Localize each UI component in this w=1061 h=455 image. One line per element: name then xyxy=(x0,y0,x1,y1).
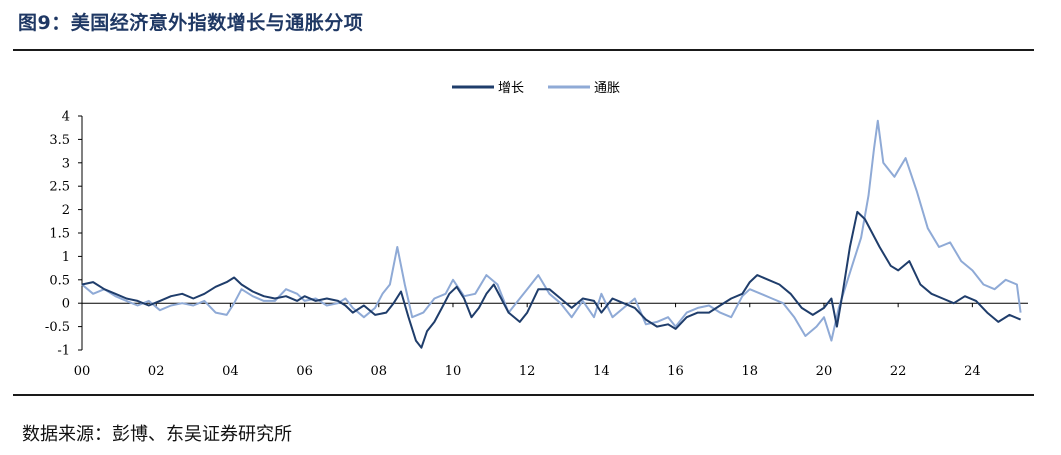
growth-series-line xyxy=(81,210,1021,349)
y-tick-label: -1 xyxy=(57,344,70,359)
figure-title: 图9：美国经济意外指数增长与通胀分项 xyxy=(18,12,364,34)
y-tick-label: 2 xyxy=(62,203,70,218)
y-tick-label: 0 xyxy=(62,297,70,312)
x-tick-label: 24 xyxy=(964,364,981,379)
x-tick-label: 14 xyxy=(593,364,610,379)
y-tick-label: 1.5 xyxy=(49,227,70,242)
x-tick-label: 12 xyxy=(519,364,536,379)
y-tick-label: 2.5 xyxy=(49,180,70,195)
x-tick-label: 16 xyxy=(667,364,684,379)
y-tick-label: -0.5 xyxy=(45,320,70,335)
x-tick-label: 10 xyxy=(445,364,462,379)
x-tick-label: 22 xyxy=(890,364,907,379)
top-rule xyxy=(13,49,1034,51)
y-tick-label: 4 xyxy=(62,110,70,125)
x-tick-label: 02 xyxy=(148,364,165,379)
x-tick-label: 08 xyxy=(371,364,388,379)
plot-area: 4 3.5 3 2.5 2 1.5 1 0.5 0 -0.5 -1 00 02 04 06 08 10 12 14 1… xyxy=(45,110,1028,379)
x-tick-label: 20 xyxy=(816,364,833,379)
legend-inflation-label: 通胀 xyxy=(594,81,620,96)
y-tick-label: 1 xyxy=(62,250,70,265)
inflation-series-line xyxy=(81,119,1022,342)
legend: 增长 通胀 xyxy=(452,81,620,96)
y-tick-label: 3 xyxy=(62,156,70,171)
x-tick-label: 04 xyxy=(222,364,239,379)
x-tick-label: 18 xyxy=(741,364,758,379)
legend-growth-label: 增长 xyxy=(498,81,524,96)
x-tick-label: 06 xyxy=(296,364,313,379)
y-tick-label: 3.5 xyxy=(49,133,70,148)
x-tick-label: 00 xyxy=(74,364,91,379)
y-tick-label: 0.5 xyxy=(49,273,70,288)
bottom-rule xyxy=(13,394,1034,396)
source-note: 数据来源：彭博、东吴证券研究所 xyxy=(22,424,292,445)
